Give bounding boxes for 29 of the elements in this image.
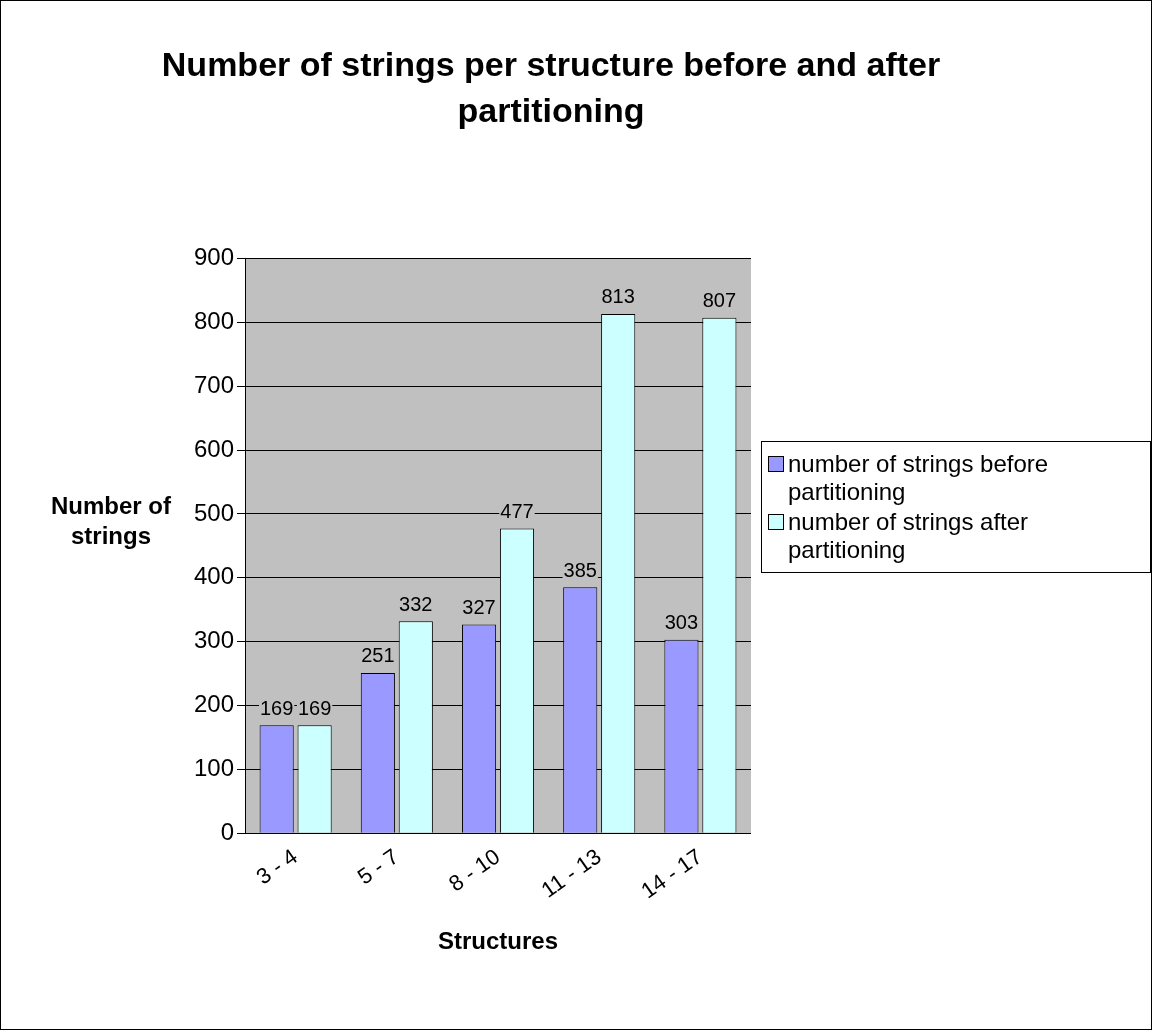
- y-tick-label: 600: [194, 434, 235, 462]
- y-tick-label: 900: [194, 243, 235, 271]
- data-label: 303: [664, 611, 699, 634]
- data-label: 813: [601, 285, 635, 308]
- chart-title: Number of strings per structure before and after partitioning: [160, 44, 942, 131]
- x-tick-label: 5 - 7: [352, 843, 404, 890]
- x-tick-label: 8 - 10: [443, 843, 505, 897]
- data-label: 477: [500, 500, 534, 523]
- data-label: 169: [259, 696, 294, 719]
- y-axis-title: Number of strings: [51, 492, 171, 549]
- y-tick-label: 700: [194, 370, 235, 398]
- data-label: 251: [361, 644, 395, 667]
- y-tick-label: 100: [194, 754, 235, 782]
- data-label: 327: [462, 595, 496, 618]
- x-axis-title: Structures: [438, 927, 559, 955]
- data-label: 332: [399, 592, 433, 615]
- data-label: 385: [563, 558, 597, 581]
- data-label: 807: [702, 289, 737, 312]
- y-tick-label: 300: [194, 626, 235, 654]
- y-tick-label: 500: [194, 498, 235, 526]
- x-tick-label: 14 - 17: [636, 843, 707, 904]
- data-label: 169: [297, 696, 332, 719]
- legend-label: number of strings after partitioning: [788, 508, 1030, 564]
- x-tick-label: 11 - 13: [536, 843, 606, 903]
- y-tick-label: 0: [220, 817, 235, 845]
- x-tick-label: 3 - 4: [251, 843, 302, 890]
- y-tick-label: 200: [194, 690, 235, 718]
- y-tick-label: 800: [194, 306, 235, 334]
- y-tick-label: 400: [194, 562, 235, 590]
